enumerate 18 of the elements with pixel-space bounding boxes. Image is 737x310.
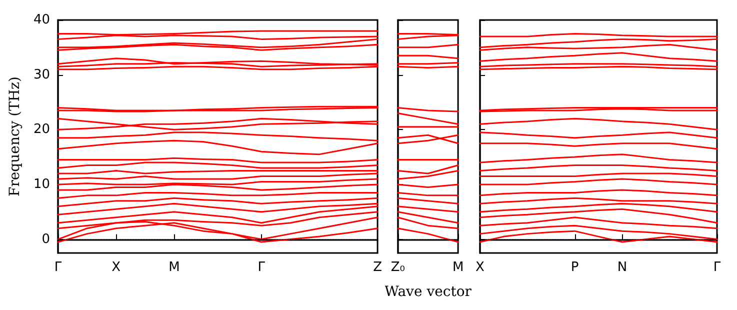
x-tick-label: X	[476, 260, 485, 275]
x-axis-title: Wave vector	[384, 284, 472, 300]
y-tick-label: 10	[33, 176, 50, 192]
x-tick-label: M	[168, 260, 180, 275]
y-tick-label: 0	[42, 232, 50, 247]
x-tick-label: Γ	[54, 260, 62, 275]
x-tick-label: Γ	[713, 260, 722, 275]
x-tick-label: P	[570, 260, 579, 275]
x-tick-label: Z	[373, 260, 382, 275]
x-tick-label: Γ	[258, 260, 266, 275]
y-axis-title: Frequency (THz)	[7, 76, 23, 197]
x-tick-label: Z₀	[390, 260, 406, 275]
x-tick-label: X	[112, 260, 121, 275]
y-tick-label: 40	[33, 12, 50, 28]
x-tick-label: M	[452, 260, 464, 275]
y-tick-label: 20	[33, 122, 50, 138]
y-tick-label: 30	[33, 67, 50, 82]
x-tick-label: N	[617, 260, 628, 275]
